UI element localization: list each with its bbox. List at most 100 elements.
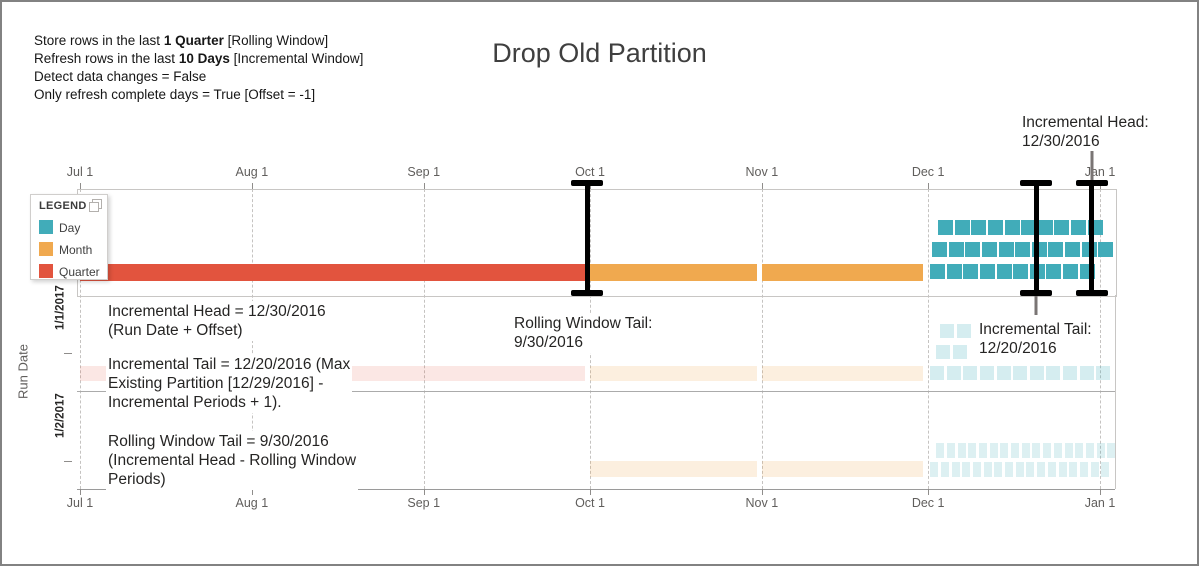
day-partition-stripe-faded	[1064, 443, 1073, 458]
axis-tick-bottom	[80, 489, 81, 495]
day-partition-stripe-faded	[1053, 443, 1062, 458]
day-partition-square	[1064, 242, 1080, 257]
day-partition-stripe-faded	[962, 462, 971, 477]
band-separator-line	[77, 391, 1115, 392]
day-partition-square	[954, 220, 970, 235]
day-partition-square	[946, 264, 962, 279]
day-partition-square	[938, 220, 954, 235]
axis-tick-top	[1100, 183, 1101, 189]
day-partition-stripe-faded	[1026, 462, 1035, 477]
axis-tick-bottom	[590, 489, 591, 495]
day-partition-square	[1015, 242, 1031, 257]
axis-tick-top	[761, 183, 763, 189]
day-partition-stripe-faded	[1011, 443, 1020, 458]
day-partition-stripe-faded	[1096, 443, 1105, 458]
month-label-top: Oct 1	[575, 165, 605, 179]
legend-label: Month	[59, 243, 93, 257]
refresh-policy-settings: Store rows in the last 1 Quarter [Rollin…	[34, 32, 363, 104]
day-partition-square	[965, 242, 981, 257]
run-date-tick	[64, 353, 72, 354]
marker-stem	[1033, 182, 1039, 294]
day-partition-square	[979, 264, 995, 279]
day-partition-square-faded	[930, 366, 945, 380]
day-partition-square-faded	[952, 345, 967, 359]
day-partition-square	[996, 264, 1012, 279]
day-partition-stripe-faded	[1032, 443, 1041, 458]
day-partition-stripe-faded	[951, 462, 960, 477]
day-partition-stripe-faded	[1021, 443, 1030, 458]
axis-tick-top	[80, 183, 81, 189]
settings-line-2: Refresh rows in the last 10 Days [Increm…	[34, 51, 364, 66]
partition-bar-month-faded	[761, 366, 924, 381]
day-partition-stripe-faded	[1058, 462, 1067, 477]
partition-bar-month-faded	[590, 366, 757, 381]
day-partition-square-faded	[940, 324, 955, 338]
day-partition-stripe-faded	[978, 443, 987, 458]
day-partition-square-faded	[946, 366, 961, 380]
day-partition-square	[930, 264, 946, 279]
settings-line-1: Store rows in the last 1 Quarter [Rollin…	[34, 33, 329, 48]
day-partition-stripe-faded	[957, 443, 966, 458]
day-partition-stripe-faded	[946, 443, 955, 458]
day-partition-stripe-faded	[968, 443, 977, 458]
month-label-top: Dec 1	[911, 165, 945, 179]
month-label-bottom: Aug 1	[235, 496, 269, 510]
day-partition-stripe-faded	[1015, 462, 1024, 477]
month-label-bottom: Oct 1	[575, 496, 605, 510]
day-partition-stripe-faded	[1000, 443, 1009, 458]
day-partition-stripe-faded	[1005, 462, 1014, 477]
legend-title: LEGEND	[39, 200, 87, 212]
axis-tick-bottom	[761, 489, 763, 495]
legend: LEGEND Day Month Quarter	[30, 194, 108, 280]
day-partition-square	[1004, 220, 1020, 235]
axis-tick-bottom	[1100, 489, 1101, 495]
day-partition-square	[1046, 264, 1062, 279]
month-gridline	[80, 184, 81, 489]
month-gridline	[761, 184, 763, 489]
day-partition-square	[987, 220, 1003, 235]
month-gridline	[1100, 184, 1101, 489]
day-partition-square-faded	[1029, 366, 1044, 380]
month-gridline	[423, 184, 425, 489]
day-partition-stripe-faded	[1075, 443, 1084, 458]
day-partition-square-faded	[1062, 366, 1077, 380]
legend-chip-day	[39, 220, 53, 234]
day-partition-square	[1037, 220, 1053, 235]
month-label-bottom: Jul 1	[66, 496, 94, 510]
day-partition-square-faded	[1079, 366, 1094, 380]
callout-line-incremental-head	[1090, 151, 1094, 183]
day-partition-stripe-faded	[1069, 462, 1078, 477]
annotation-incremental-head-callout: Incremental Head: 12/30/2016	[1022, 114, 1149, 150]
partition-bar-quarter	[80, 264, 585, 281]
month-label-bottom: Nov 1	[745, 496, 779, 510]
annotation-rolling-window-tail-value: Rolling Window Tail: 9/30/2016	[512, 313, 655, 353]
month-label-bottom: Dec 1	[911, 496, 945, 510]
day-partition-square	[932, 242, 948, 257]
day-partition-stripe-faded	[994, 462, 1003, 477]
run-date-axis-title: Run Date	[15, 344, 31, 399]
day-partition-stripe-faded	[983, 462, 992, 477]
axis-tick-bottom	[423, 489, 425, 495]
month-label-bottom: Sep 1	[407, 496, 441, 510]
plot-right-border	[1115, 295, 1116, 489]
partition-bar-month	[590, 264, 757, 281]
day-partition-square-faded	[996, 366, 1011, 380]
day-partition-stripe-faded	[1037, 462, 1046, 477]
day-partition-square	[963, 264, 979, 279]
day-partition-square	[998, 242, 1014, 257]
copy-icon[interactable]	[88, 198, 103, 213]
axis-tick-top	[251, 183, 253, 189]
run-date-label-2: 1/2/2017	[54, 393, 67, 438]
day-partition-square	[981, 242, 997, 257]
day-partition-square	[1054, 220, 1070, 235]
day-partition-square-faded	[963, 366, 978, 380]
annotation-incremental-tail-value: Incremental Tail: 12/20/2016	[977, 319, 1094, 359]
day-partition-square	[1048, 242, 1064, 257]
day-partition-square-faded	[1013, 366, 1028, 380]
page-title: Drop Old Partition	[492, 38, 707, 68]
day-partition-square	[971, 220, 987, 235]
day-partition-square-faded	[956, 324, 971, 338]
x-axis-line	[77, 489, 1115, 490]
axis-tick-top	[928, 183, 930, 189]
day-partition-stripe-faded	[930, 462, 939, 477]
